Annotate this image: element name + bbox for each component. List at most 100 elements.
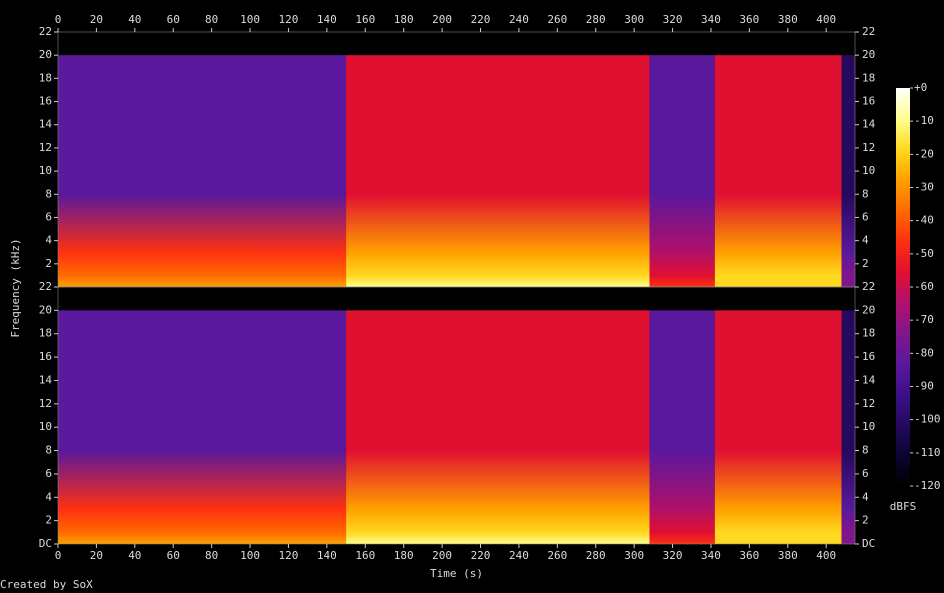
x-tick-label: 140 xyxy=(317,549,337,562)
spectrum-segment xyxy=(841,310,855,544)
colorbar-tick-label: -30 xyxy=(914,181,934,194)
x-tick-label: 160 xyxy=(355,13,375,26)
y-tick-label-right: 20 xyxy=(862,48,875,61)
x-tick-label: 180 xyxy=(394,13,414,26)
y-tick-label-right: 4 xyxy=(862,490,869,503)
colorbar xyxy=(896,88,910,486)
colorbar-tick-label: -100 xyxy=(914,413,941,426)
y-tick-label: 22 xyxy=(39,25,52,38)
spectrum-segment xyxy=(346,55,650,287)
spectrum-segment xyxy=(714,55,842,287)
x-tick-label: 380 xyxy=(778,13,798,26)
x-tick-label: 360 xyxy=(739,13,759,26)
x-tick-label: 40 xyxy=(128,549,141,562)
colorbar-tick-label: -70 xyxy=(914,313,934,326)
y-tick-label: 12 xyxy=(39,141,52,154)
y-tick-label-right: 12 xyxy=(862,141,875,154)
x-tick-label: 240 xyxy=(509,549,529,562)
x-tick-label: 80 xyxy=(205,13,218,26)
y-tick-label: 8 xyxy=(45,444,52,457)
x-tick-label: 120 xyxy=(279,13,299,26)
y-tick-label-right: 16 xyxy=(862,350,875,363)
y-tick-label: 8 xyxy=(45,187,52,200)
x-tick-label: 400 xyxy=(816,549,836,562)
y-tick-label-right: 16 xyxy=(862,95,875,108)
x-tick-label: 240 xyxy=(509,13,529,26)
y-tick-label-right: 10 xyxy=(862,164,875,177)
x-tick-label: 120 xyxy=(279,549,299,562)
plot-frame xyxy=(57,286,856,545)
x-tick-label: 0 xyxy=(55,13,62,26)
colorbar-tick-label: -90 xyxy=(914,380,934,393)
colorbar-tick-label: -50 xyxy=(914,247,934,260)
y-tick-label-right: 14 xyxy=(862,118,876,131)
y-tick-label-right: 2 xyxy=(862,257,869,270)
x-tick-label: 260 xyxy=(547,13,567,26)
x-tick-label: 280 xyxy=(586,13,606,26)
y-tick-label-right: 8 xyxy=(862,444,869,457)
y-tick-label-right: 10 xyxy=(862,420,875,433)
y-tick-label: 22 xyxy=(39,280,52,293)
x-tick-label: 160 xyxy=(355,549,375,562)
y-tick-label-right: 18 xyxy=(862,71,875,84)
spectrum-segment xyxy=(649,55,715,287)
y-tick-label-right: 22 xyxy=(862,280,875,293)
x-tick-label: 200 xyxy=(432,13,452,26)
x-tick-label: 100 xyxy=(240,13,260,26)
y-tick-label: 10 xyxy=(39,420,52,433)
colorbar-tick-label: -110 xyxy=(914,446,941,459)
colorbar-tick-label: -120 xyxy=(914,479,941,492)
spectrum-segment xyxy=(58,55,347,287)
y-tick-label: 18 xyxy=(39,327,52,340)
x-tick-label: 80 xyxy=(205,549,218,562)
x-tick-label: 300 xyxy=(624,549,644,562)
y-tick-label: 10 xyxy=(39,164,52,177)
x-tick-label: 40 xyxy=(128,13,141,26)
x-tick-label: 20 xyxy=(90,549,103,562)
x-tick-label: 260 xyxy=(547,549,567,562)
y-tick-label: 14 xyxy=(39,118,53,131)
spectrum-segment xyxy=(841,55,855,287)
x-tick-label: 320 xyxy=(663,549,683,562)
y-tick-label-right: 2 xyxy=(862,514,869,527)
y-tick-label: 6 xyxy=(45,467,52,480)
y-tick-label: 12 xyxy=(39,397,52,410)
colorbar-label: dBFS xyxy=(890,500,917,513)
x-tick-label: 0 xyxy=(55,549,62,562)
y-tick-label: 18 xyxy=(39,71,52,84)
spectrum-segment xyxy=(714,310,842,544)
y-tick-label-right: 6 xyxy=(862,210,869,223)
x-tick-label: 20 xyxy=(90,13,103,26)
y-tick-label: 2 xyxy=(45,257,52,270)
x-tick-label: 180 xyxy=(394,549,414,562)
x-tick-label: 220 xyxy=(471,549,491,562)
y-tick-label: 16 xyxy=(39,95,52,108)
y-tick-label: 20 xyxy=(39,303,52,316)
y-tick-label: DC xyxy=(39,537,52,550)
y-tick-label-right: 22 xyxy=(862,25,875,38)
x-tick-label: 360 xyxy=(739,549,759,562)
y-tick-label: 20 xyxy=(39,48,52,61)
colorbar-tick-label: -20 xyxy=(914,147,934,160)
y-tick-label-right: 20 xyxy=(862,303,875,316)
colorbar-tick-label: -60 xyxy=(914,280,934,293)
y-tick-label-right: 4 xyxy=(862,234,869,247)
colorbar-tick-label: -80 xyxy=(914,346,934,359)
x-tick-label: 340 xyxy=(701,549,721,562)
colorbar-tick-label: -40 xyxy=(914,214,934,227)
y-tick-label: 4 xyxy=(45,234,52,247)
x-tick-label: 60 xyxy=(167,13,180,26)
x-tick-label: 320 xyxy=(663,13,683,26)
footer: Created by SoX xyxy=(0,578,93,591)
y-tick-label: 6 xyxy=(45,210,52,223)
x-tick-label: 400 xyxy=(816,13,836,26)
colorbar-tick-label: +0 xyxy=(914,81,927,94)
x-tick-label: 60 xyxy=(167,549,180,562)
x-tick-label: 380 xyxy=(778,549,798,562)
y-tick-label-right: 14 xyxy=(862,373,876,386)
spectrum-segment xyxy=(346,310,650,544)
y-tick-label: 4 xyxy=(45,490,52,503)
x-tick-label: 280 xyxy=(586,549,606,562)
y-tick-label-right: 8 xyxy=(862,187,869,200)
x-tick-label: 200 xyxy=(432,549,452,562)
